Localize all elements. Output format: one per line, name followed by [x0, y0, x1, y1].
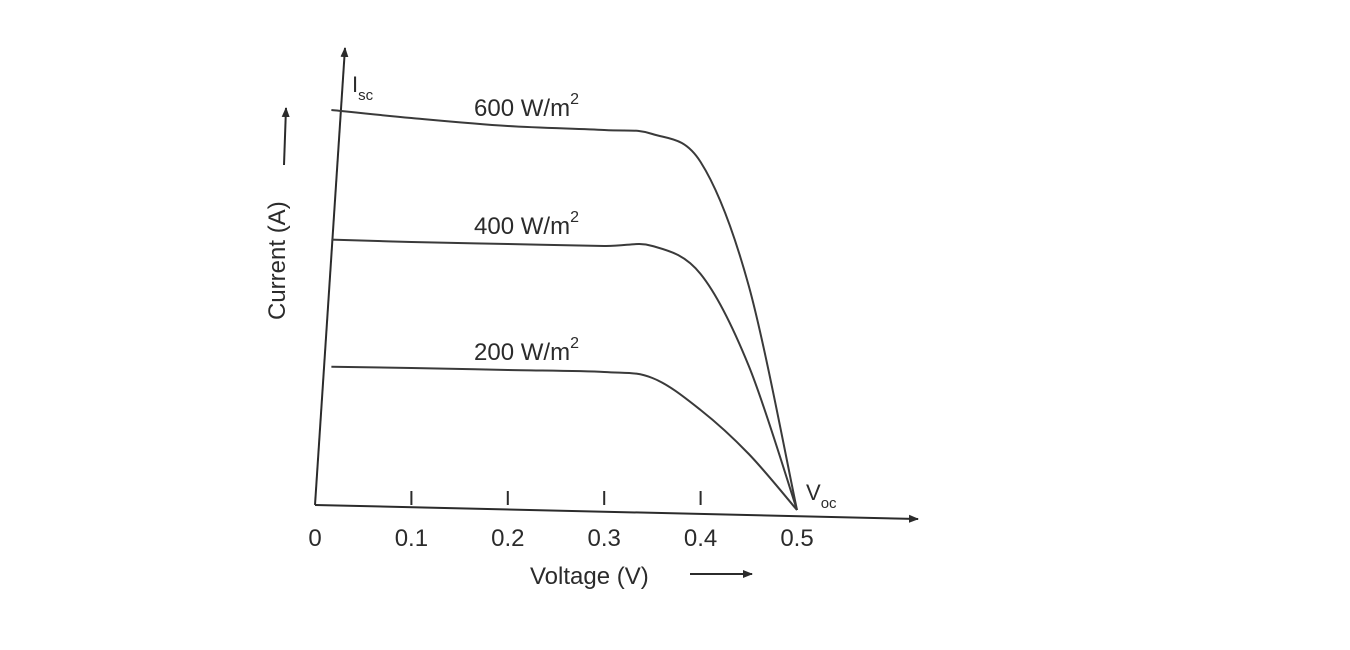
iv-curve: [331, 365, 798, 511]
y-axis-label: Current (A): [264, 201, 291, 320]
x-ticks: 0 0.1 0.2 0.3 0.4 0.5: [308, 491, 814, 552]
y-axis: [314, 47, 349, 506]
series-label: 600 W/m2: [474, 91, 579, 122]
x-axis-label: Voltage (V): [530, 563, 649, 590]
x-tick-label: 0.4: [684, 525, 717, 552]
y-axis-label-group: Current (A): [264, 201, 291, 320]
x-tick-label: 0.3: [588, 525, 621, 552]
x-tick-label: 0.1: [395, 525, 428, 552]
curves: [331, 109, 798, 511]
y-label-arrow: [281, 107, 290, 166]
x-tick-label: 0: [308, 525, 321, 552]
x-axis: [314, 504, 919, 523]
curve-labels: 600 W/m2 400 W/m2 200 W/m2: [474, 91, 579, 366]
series-label: 200 W/m2: [474, 335, 579, 366]
series-label: 400 W/m2: [474, 209, 579, 240]
iv-curve: [331, 238, 798, 511]
isc-label: Isc: [352, 72, 374, 104]
voc-label: Voc: [806, 480, 837, 512]
x-tick-label: 0.2: [491, 525, 524, 552]
x-tick-label: 0.5: [780, 525, 813, 552]
iv-curve: [331, 109, 798, 511]
